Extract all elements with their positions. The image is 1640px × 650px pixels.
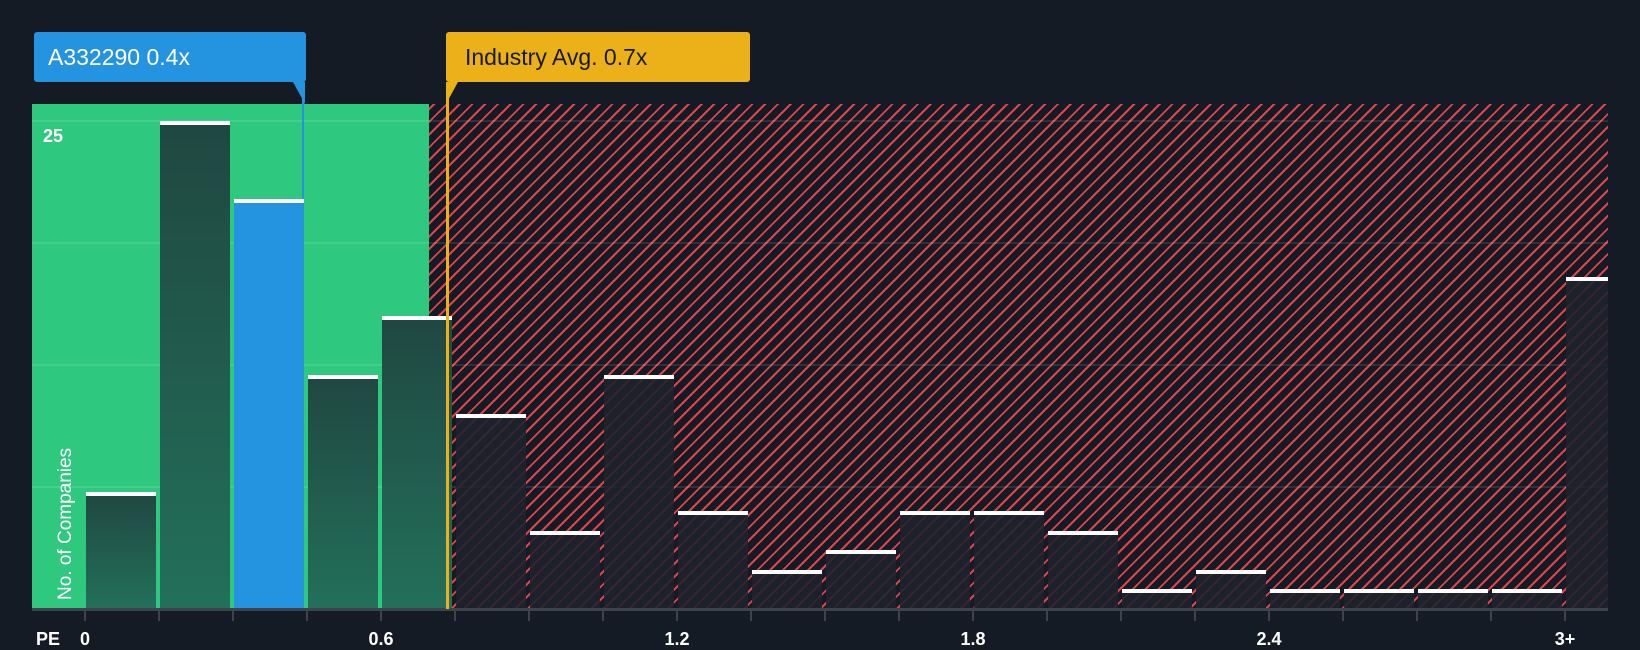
gridline [32,242,1608,244]
bar-cap [234,199,304,204]
company-marker-line [302,82,304,199]
bar-cap [530,530,600,535]
gridline [32,364,1608,366]
overvalued-zone [429,104,1608,609]
x-tick [824,611,826,621]
histogram-bar [160,121,230,609]
histogram-bar [1418,589,1488,609]
bar-cap [308,374,378,379]
industry-badge-pointer [446,82,458,104]
x-tick-label: 3+ [1554,629,1576,649]
industry-avg-badge: Industry Avg. 0.7x [446,32,750,82]
gridline [32,120,1608,122]
histogram-bar [1048,530,1118,609]
bar-cap [1048,530,1118,535]
x-tick [84,611,86,621]
x-tick [1342,611,1344,621]
bar-cap [1418,589,1488,594]
histogram-bar [234,199,304,609]
x-tick [676,611,678,621]
x-tick [1046,611,1048,621]
histogram-bar [530,530,600,609]
x-tick [898,611,900,621]
x-tick-label: 1.8 [960,629,986,649]
chart-plot-area [32,104,1608,609]
x-axis-line [32,608,1608,611]
bar-cap [604,374,674,379]
x-tick [750,611,752,621]
bar-cap [382,316,452,321]
x-tick [1120,611,1122,621]
histogram-bar [456,413,526,609]
x-tick-label: 2.4 [1256,629,1282,649]
x-tick-label: 0.6 [368,629,394,649]
histogram-bar [1122,589,1192,609]
company-pe-badge: A332290 0.4x [34,32,306,82]
bar-cap [456,413,526,418]
x-tick [1268,611,1270,621]
histogram-bar [308,374,378,609]
x-tick-label: 1.2 [664,629,690,649]
x-tick [232,611,234,621]
histogram-bar [974,511,1044,609]
x-tick-label: 0 [79,629,91,649]
histogram-bar [678,511,748,609]
histogram-bar [604,374,674,609]
bar-cap [1196,569,1266,574]
industry-avg-marker-line [446,82,449,609]
x-tick [602,611,604,621]
histogram-bar [1196,569,1266,609]
y-axis-title: No. of Companies [55,447,76,600]
y-tick-label: 25 [43,126,64,146]
x-tick [1564,611,1566,621]
x-tick [528,611,530,621]
bar-cap [86,491,156,496]
bar-cap [1344,589,1414,594]
histogram-bar [86,491,156,609]
x-tick [380,611,382,621]
x-tick [1416,611,1418,621]
x-axis-title: PE [36,629,61,649]
company-badge-pointer [293,82,305,104]
histogram-bar [826,550,896,609]
x-tick [306,611,308,621]
histogram-bar [1492,589,1562,609]
bar-cap [900,511,970,516]
x-tick [1490,611,1492,621]
histogram-bar [1566,277,1608,609]
x-tick [972,611,974,621]
bar-cap [678,511,748,516]
bar-cap [1270,589,1340,594]
bar-cap [826,550,896,555]
bar-cap [160,121,230,125]
bar-cap [974,511,1044,516]
histogram-bar [382,316,452,609]
x-tick [158,611,160,621]
histogram-bar [1270,589,1340,609]
x-tick [454,611,456,621]
histogram-bar [752,569,822,609]
histogram-bar [900,511,970,609]
histogram-bar [1344,589,1414,609]
bar-cap [1122,589,1192,594]
gridline [32,486,1608,488]
bar-cap [752,569,822,574]
bar-cap [1566,277,1608,282]
bar-cap [1492,589,1562,594]
x-tick [1194,611,1196,621]
